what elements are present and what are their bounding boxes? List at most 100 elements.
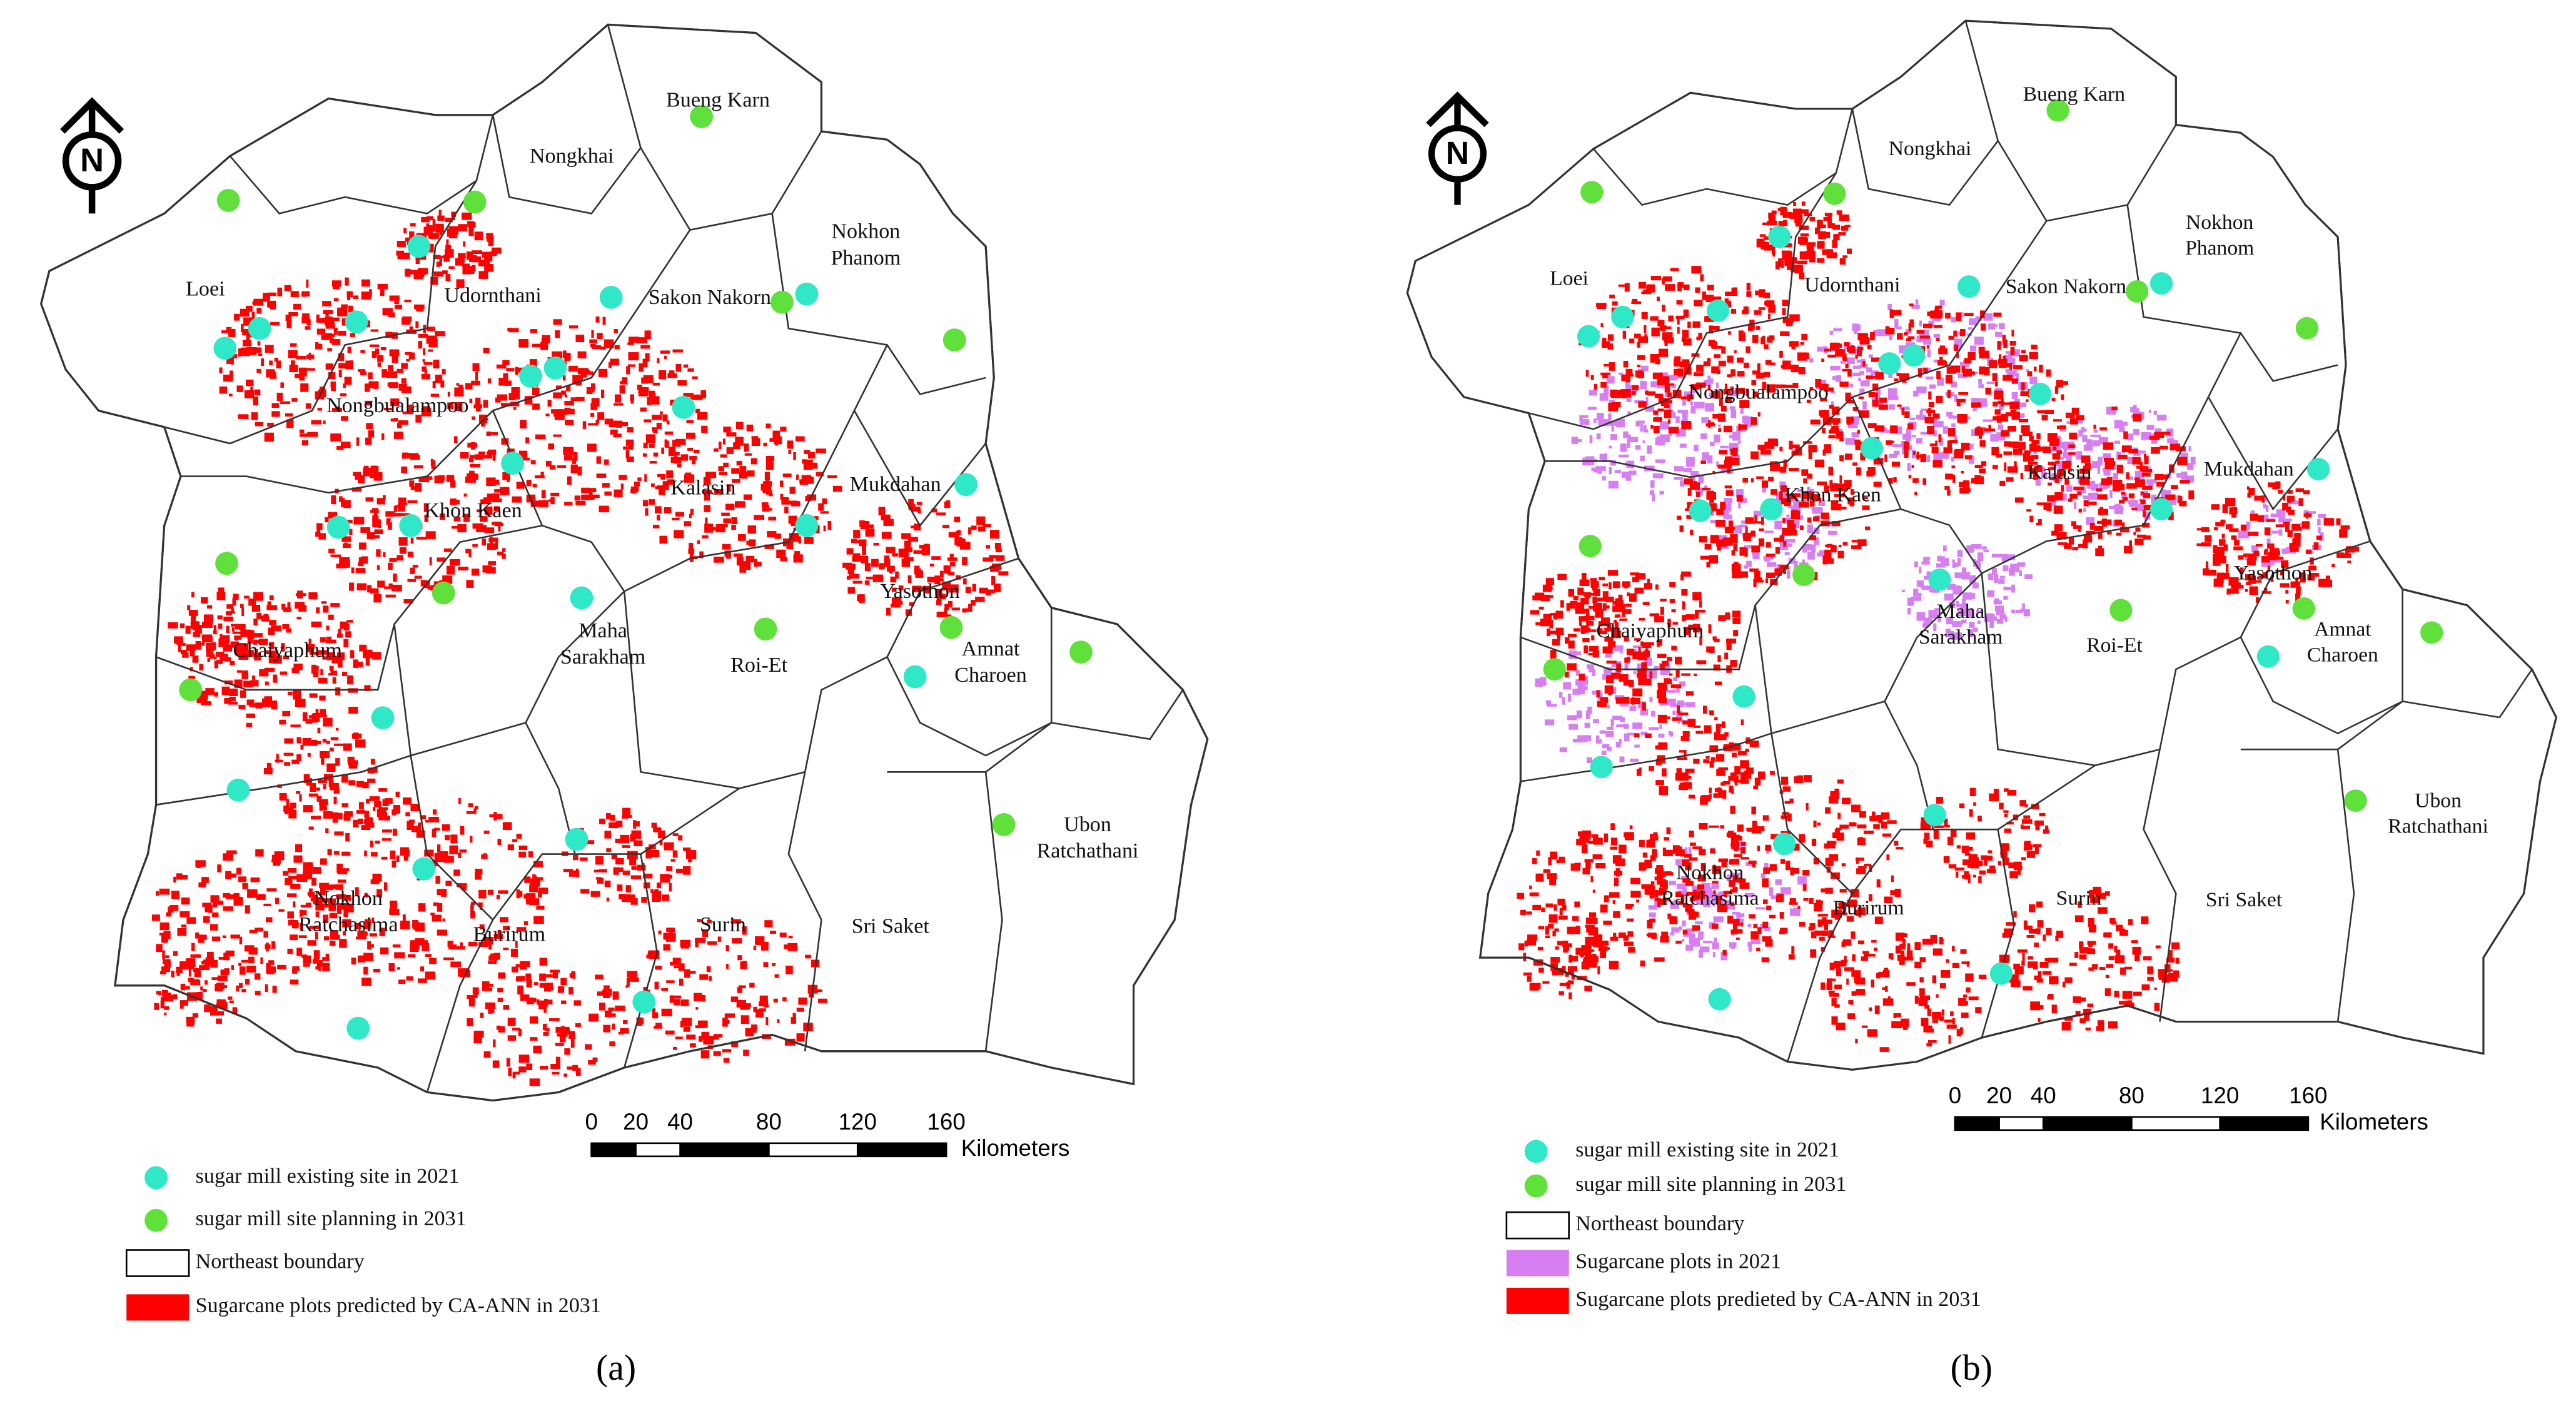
sugarcane-predicted	[591, 345, 602, 350]
sugarcane-2021	[1702, 887, 1712, 891]
sugarcane-predicted	[2048, 462, 2056, 465]
sugarcane-predicted	[190, 954, 201, 958]
sugarcane-predicted	[1725, 490, 1734, 496]
sugarcane-2021	[1937, 617, 1941, 622]
sugarcane-predicted	[1729, 859, 1739, 865]
sugarcane-predicted	[364, 850, 367, 857]
sugarcane-predicted	[266, 943, 269, 952]
sugarcane-predicted	[1737, 357, 1744, 363]
sugarcane-predicted	[353, 819, 359, 828]
sugarcane-predicted	[1594, 383, 1598, 390]
sugarcane-predicted	[715, 490, 722, 495]
sugarcane-predicted	[467, 442, 477, 448]
sugarcane-predicted	[597, 991, 604, 996]
sugarcane-predicted	[2243, 554, 2248, 557]
sugarcane-predicted	[345, 277, 349, 286]
sugarcane-predicted	[369, 933, 377, 937]
sugarcane-predicted	[689, 542, 694, 552]
sugarcane-predicted	[2033, 467, 2038, 475]
sugarcane-predicted	[1999, 480, 2006, 486]
sugarcane-predicted	[1797, 906, 1801, 909]
sugarcane-predicted	[247, 889, 258, 898]
sugarcane-2021	[1567, 715, 1577, 721]
sugarcane-predicted	[1999, 354, 2001, 363]
sugarcane-predicted	[1624, 657, 1630, 662]
sugarcane-predicted	[250, 680, 259, 687]
sugarcane-predicted	[669, 883, 672, 892]
sugarcane-predicted	[1753, 924, 1758, 929]
sugarcane-predicted	[1817, 919, 1822, 927]
sugarcane-2021	[2188, 446, 2191, 452]
sugarcane-predicted	[586, 387, 593, 395]
sugarcane-predicted	[1738, 330, 1744, 339]
sugarcane-predicted	[2036, 502, 2044, 505]
sugarcane-predicted	[315, 343, 323, 350]
sugarcane-predicted	[423, 362, 433, 365]
sugarcane-predicted	[1830, 483, 1838, 492]
sugarcane-predicted	[2154, 448, 2158, 451]
sugarcane-predicted	[753, 1006, 758, 1013]
sugarcane-2021	[2066, 421, 2071, 424]
sugarcane-predicted	[1578, 674, 1585, 681]
sugarcane-predicted	[714, 448, 719, 452]
sugarcane-predicted	[363, 966, 368, 975]
sugarcane-predicted	[1856, 868, 1866, 874]
sugarcane-predicted	[418, 903, 426, 912]
sugarcane-predicted	[552, 972, 558, 979]
sugarcane-2021	[1677, 700, 1685, 707]
sugarcane-predicted	[1710, 341, 1718, 348]
sugarcane-predicted	[666, 980, 675, 984]
sugarcane-predicted	[306, 279, 309, 288]
sugarcane-predicted	[641, 897, 647, 903]
sugarcane-predicted	[329, 941, 336, 946]
sugarcane-predicted	[625, 885, 631, 893]
sugarcane-2021	[1707, 375, 1711, 383]
sugarcane-2021	[1909, 417, 1916, 421]
sugarcane-predicted	[1862, 505, 1870, 510]
sugarcane-predicted	[1803, 478, 1807, 483]
sugarcane-2021	[1969, 575, 1976, 584]
sugarcane-predicted	[942, 525, 949, 529]
sugarcane-predicted	[780, 557, 787, 562]
sugarcane-predicted	[1712, 866, 1721, 874]
sugarcane-predicted	[328, 512, 338, 518]
sugarcane-2021	[1712, 952, 1715, 958]
sugarcane-predicted	[2159, 474, 2167, 480]
sugarcane-predicted	[1635, 370, 1644, 378]
sugarcane-2021	[1739, 524, 1748, 528]
sugarcane-predicted	[1624, 283, 1630, 292]
sugarcane-predicted	[555, 385, 562, 389]
sugarcane-2021	[1596, 739, 1602, 744]
sugarcane-predicted	[674, 452, 680, 456]
sugarcane-2021	[1820, 380, 1827, 385]
sugarcane-predicted	[687, 447, 694, 451]
sugarcane-predicted	[553, 434, 562, 437]
sugarcane-predicted	[1676, 300, 1683, 305]
sugarcane-predicted	[296, 948, 303, 956]
sugarcane-predicted	[1623, 361, 1629, 368]
sugarcane-predicted	[2132, 457, 2141, 465]
sugarcane-predicted	[470, 463, 481, 468]
sugarcane-predicted	[223, 375, 233, 382]
sugarcane-predicted	[1832, 832, 1837, 839]
sugarcane-predicted	[543, 1004, 547, 1013]
sugarcane-predicted	[291, 667, 300, 674]
sugarcane-predicted	[1590, 876, 1594, 883]
sugarcane-2021	[1802, 498, 1806, 503]
sugarcane-predicted	[398, 497, 407, 505]
sugarcane-predicted	[243, 680, 253, 687]
sugarcane-predicted	[1831, 503, 1842, 510]
sugarcane-predicted	[1670, 268, 1679, 271]
sugarcane-predicted	[674, 530, 684, 539]
sugarcane-predicted	[287, 691, 293, 695]
sugarcane-predicted	[1723, 891, 1733, 894]
sugarcane-predicted	[376, 812, 388, 817]
sugarcane-predicted	[1886, 440, 1892, 445]
sugarcane-2021	[1999, 323, 2005, 330]
sugarcane-2021	[2108, 505, 2116, 510]
sugarcane-predicted	[2069, 432, 2078, 440]
legend-label: sugar mill site planning in 2031	[196, 1207, 467, 1230]
sugarcane-predicted	[467, 1018, 473, 1026]
sugarcane-predicted	[642, 500, 649, 507]
sugarcane-predicted	[1813, 821, 1817, 827]
